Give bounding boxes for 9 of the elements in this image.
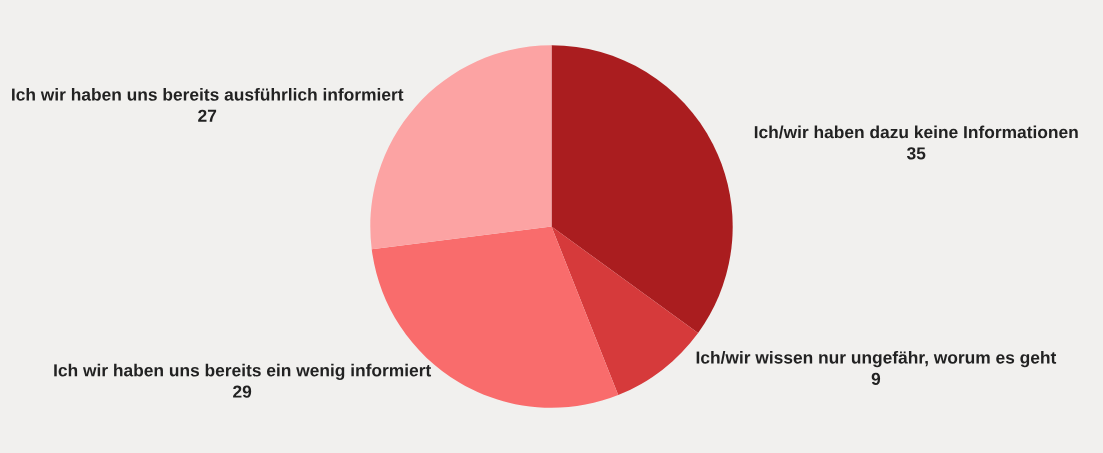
- data-label: 9: [871, 372, 881, 385]
- slice-label: Ich/wir wissen nur ungefähr, worum es geht: [696, 350, 1057, 368]
- data-label: 27: [198, 109, 217, 122]
- slice-label: Ich wir haben uns bereits ausführlich informiert: [12, 87, 404, 101]
- data-label: 35: [906, 147, 926, 160]
- pie-slice: [551, 45, 733, 334]
- data-label: 29: [233, 385, 252, 398]
- slice-label: Ich wir haben uns bereits ein wenig informiert: [54, 363, 432, 380]
- slice-label: Ich/wir haben dazu keine Informationen: [754, 125, 1078, 139]
